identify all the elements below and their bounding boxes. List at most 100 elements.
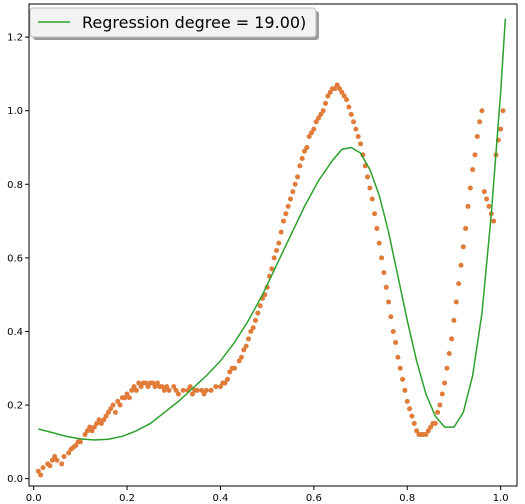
scatter-point xyxy=(124,391,130,397)
scatter-point xyxy=(238,354,244,360)
scatter-point xyxy=(348,111,354,117)
scatter-point xyxy=(82,431,88,437)
scatter-point xyxy=(365,174,371,180)
scatter-point xyxy=(290,189,296,195)
scatter-point xyxy=(323,100,329,106)
scatter-point xyxy=(316,115,322,121)
scatter-point xyxy=(84,428,90,434)
scatter-point xyxy=(355,133,361,139)
scatter-point xyxy=(437,402,443,408)
scatter-point xyxy=(376,240,382,246)
legend-label: Regression degree = 19.00) xyxy=(82,13,306,32)
scatter-point xyxy=(346,104,352,110)
regression-line xyxy=(38,18,507,441)
scatter-point xyxy=(409,413,415,419)
scatter-point xyxy=(414,428,420,434)
scatter-point xyxy=(236,358,242,364)
scatter-point xyxy=(152,384,158,390)
scatter-point xyxy=(250,325,256,331)
scatter-point xyxy=(313,119,319,125)
plot-area xyxy=(35,18,507,478)
scatter-point xyxy=(325,93,331,99)
scatter-point xyxy=(138,384,144,390)
scatter-point xyxy=(425,428,431,434)
scatter-point xyxy=(224,376,230,382)
scatter-point xyxy=(498,126,504,132)
scatter-point xyxy=(61,454,67,460)
scatter-point xyxy=(49,457,55,463)
scatter-point xyxy=(449,336,455,342)
axes-frame xyxy=(28,3,518,487)
scatter-point xyxy=(306,133,312,139)
scatter-point xyxy=(332,86,338,92)
scatter-point xyxy=(432,420,438,426)
y-tick-label: 0.8 xyxy=(7,180,23,191)
scatter-point xyxy=(38,472,44,478)
scatter-point xyxy=(269,266,275,272)
scatter-point xyxy=(479,108,485,114)
scatter-point xyxy=(320,108,326,114)
scatter-point xyxy=(470,167,476,173)
scatter-point xyxy=(474,133,480,139)
scatter-point xyxy=(115,398,121,404)
scatter-point xyxy=(105,409,111,415)
scatter-point xyxy=(411,420,417,426)
scatter-point xyxy=(66,450,72,456)
scatter-point xyxy=(91,424,97,430)
scatter-point xyxy=(318,111,324,117)
scatter-point xyxy=(465,203,471,209)
scatter-point xyxy=(89,428,95,434)
scatter-point xyxy=(379,255,385,261)
scatter-point xyxy=(446,351,452,357)
scatter-point xyxy=(390,328,396,334)
scatter-point xyxy=(203,387,209,393)
scatter-point xyxy=(94,420,100,426)
scatter-point xyxy=(201,391,207,397)
x-tick-label: 1.0 xyxy=(493,493,509,504)
scatter-point xyxy=(304,145,310,150)
scatter-point xyxy=(407,406,413,412)
y-tick-label: 1.2 xyxy=(7,33,23,44)
legend: Regression degree = 19.00) xyxy=(29,7,319,40)
y-tick-label: 0.2 xyxy=(7,401,23,412)
scatter-point xyxy=(276,240,282,246)
scatter-point xyxy=(367,185,373,191)
scatter-point xyxy=(117,402,123,408)
scatter-point xyxy=(126,395,132,401)
scatter-point xyxy=(77,439,83,445)
scatter-point xyxy=(54,457,60,463)
scatter-point xyxy=(213,384,219,390)
scatter-point xyxy=(217,384,223,390)
scatter-point xyxy=(428,424,434,430)
scatter-point xyxy=(110,402,116,408)
scatter-point xyxy=(243,343,249,349)
scatter-point xyxy=(311,126,317,132)
scatter-point xyxy=(248,328,254,334)
scatter-point xyxy=(274,248,279,254)
scatter-point xyxy=(164,384,170,390)
scatter-point xyxy=(500,108,506,114)
scatter-point xyxy=(281,218,287,224)
scatter-point xyxy=(166,387,172,393)
x-tick-label: 0.8 xyxy=(399,493,415,504)
scatter-point xyxy=(423,431,429,437)
scatter-point xyxy=(458,262,464,268)
scatter-point xyxy=(131,384,137,390)
scatter-point xyxy=(481,189,487,195)
scatter-point xyxy=(122,395,128,401)
scatter-point xyxy=(283,211,289,217)
scatter-point xyxy=(227,369,233,375)
scatter-point xyxy=(278,229,284,235)
scatter-point xyxy=(491,218,497,224)
scatter-point xyxy=(381,270,387,276)
scatter-point xyxy=(136,380,142,386)
scatter-point xyxy=(145,384,151,390)
scatter-point xyxy=(112,409,118,415)
scatter-point xyxy=(295,174,301,180)
scatter-point xyxy=(460,244,466,250)
scatter-point xyxy=(171,384,177,390)
scatter-point xyxy=(451,317,457,323)
scatter-point xyxy=(52,454,58,460)
